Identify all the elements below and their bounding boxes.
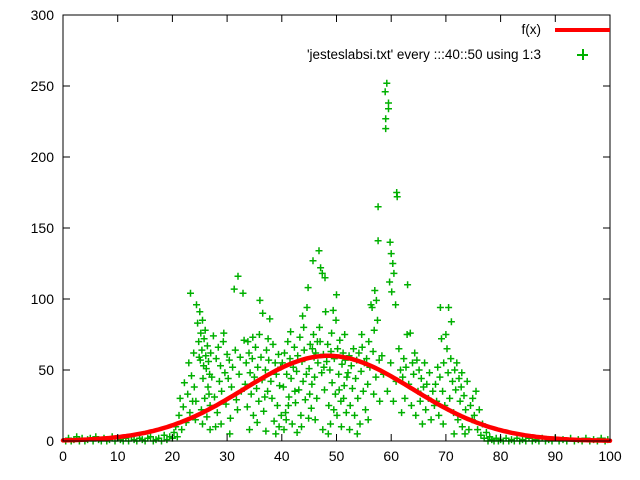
x-tick-label: 0 (59, 448, 67, 464)
y-tick-label: 50 (38, 362, 54, 378)
y-tick-label: 150 (31, 220, 55, 236)
legend-row-fx: f(x) (521, 17, 610, 42)
plus-marker-icon (577, 49, 588, 60)
x-tick-label: 90 (548, 448, 564, 464)
y-tick-label: 250 (31, 78, 55, 94)
x-tick-label: 40 (274, 448, 290, 464)
legend: f(x) 'jesteslabsi.txt' every :::40::50 u… (307, 17, 610, 67)
x-tick-label: 100 (598, 448, 622, 464)
scatter-series (62, 79, 612, 445)
legend-label-fx: f(x) (521, 22, 542, 37)
x-tick-label: 60 (383, 448, 399, 464)
fx-curve (60, 353, 613, 443)
x-tick-label: 30 (219, 448, 235, 464)
legend-label-data: 'jesteslabsi.txt' every :::40::50 using … (306, 47, 541, 62)
legend-sample-line (555, 22, 610, 38)
y-tick-label: 100 (31, 291, 55, 307)
x-tick-label: 20 (165, 448, 181, 464)
y-tick-label: 300 (31, 7, 55, 23)
x-tick-label: 10 (110, 448, 126, 464)
y-tick-label: 200 (31, 149, 55, 165)
legend-row-data: 'jesteslabsi.txt' every :::40::50 using … (307, 42, 610, 67)
x-tick-label: 80 (493, 448, 509, 464)
x-tick-label: 70 (438, 448, 454, 464)
x-tick-label: 50 (329, 448, 345, 464)
legend-sample-marker (555, 47, 610, 63)
y-tick-label: 0 (46, 433, 54, 449)
plot-border (62, 14, 611, 442)
